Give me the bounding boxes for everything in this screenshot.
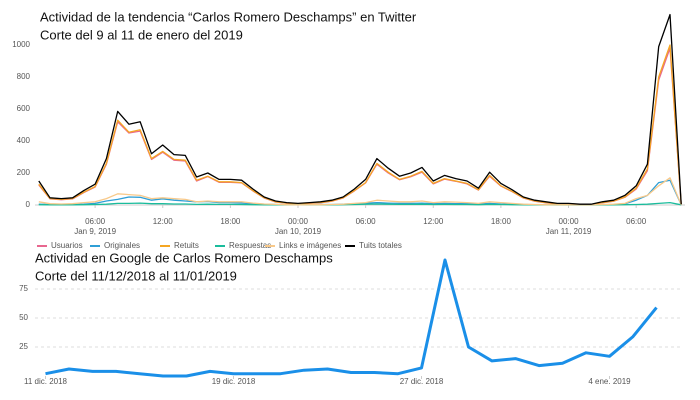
x-tick-label: 12:00 [423,217,444,226]
x-tick-label: 06:00 [626,217,647,226]
x-tick-label: 06:00 Jan 9, 2019 [74,217,116,236]
legend-label: Originales [104,241,140,250]
chart-title: Actividad en Google de Carlos Romero Des… [35,250,333,265]
series-line [38,44,682,206]
y-tick-label: 1000 [12,40,30,49]
series-line [38,47,682,206]
x-tick-label: 18:00 [491,217,512,226]
legend-label: Respuestas [229,241,271,250]
x-tick-label: 27 dic. 2018 [400,377,444,386]
x-tick-label: 4 ene. 2019 [588,377,631,386]
legend-label: Retuits [174,241,199,250]
y-tick-label: 25 [19,342,28,351]
y-tick-label: 200 [17,168,31,177]
x-tick-label: 11 dic. 2018 [24,377,68,386]
chart-title: Actividad de la tendencia “Carlos Romero… [40,9,417,24]
y-tick-label: 600 [17,104,31,113]
x-tick-label: 18:00 [220,217,241,226]
chart-subtitle: Corte del 9 al 11 de enero del 2019 [40,27,243,42]
chart-subtitle: Corte del 11/12/2018 al 11/01/2019 [35,268,237,283]
series-line [38,177,682,206]
legend-label: Tuits totales [359,241,402,250]
y-tick-label: 800 [17,72,31,81]
x-tick-label: 06:00 [356,217,377,226]
series-line [45,258,658,378]
legend-label: Links e imágenes [279,241,341,250]
x-tick-label: 00:00 Jan 11, 2019 [546,217,592,236]
y-tick-label: 50 [19,313,28,322]
y-tick-label: 75 [19,284,28,293]
series-line [38,13,682,205]
x-tick-label: 00:00 Jan 10, 2019 [275,217,322,236]
x-tick-label: 19 dic. 2018 [212,377,256,386]
x-tick-label: 12:00 [153,217,174,226]
y-tick-label: 0 [26,200,31,209]
y-tick-label: 400 [17,136,31,145]
legend-label: Usuarios [51,241,83,250]
